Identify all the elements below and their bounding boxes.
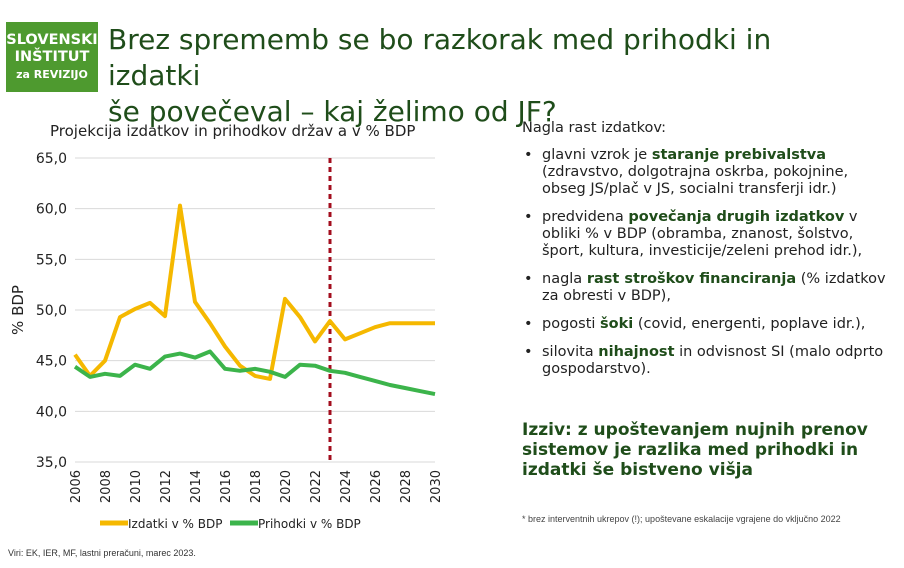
logo-line-3: za REVIZIJO [16, 67, 88, 81]
x-tick-label: 2024 [339, 470, 354, 503]
challenge-text: Izziv: z upoštevanjem nujnih prenov sist… [522, 420, 868, 480]
logo: SLOVENSKI INŠTITUT za REVIZIJO [6, 22, 98, 92]
y-tick-label: 50,0 [36, 303, 67, 319]
sources-note: Viri: EK, IER, MF, lastni preračuni, mar… [8, 548, 196, 558]
item-text: in odvisnost SI (malo odprto gospodarstv… [542, 344, 884, 377]
item-text: (covid, energenti, poplave idr.), [633, 316, 866, 332]
x-tick-label: 2026 [369, 470, 384, 503]
item-emphasis: šoki [600, 316, 634, 332]
x-tick-label: 2022 [309, 470, 324, 503]
item-text: glavni vzrok je [542, 147, 652, 163]
x-tick-label: 2028 [399, 470, 414, 503]
expenses-line [73, 203, 435, 381]
explanation-panel: Nagla rast izdatkov: glavni vzrok je sta… [522, 120, 892, 389]
explanation-item: glavni vzrok je staranje prebivalstva (z… [522, 147, 892, 198]
x-tick-label: 2016 [219, 470, 234, 503]
logo-line-2: INŠTITUT [14, 48, 90, 65]
legend-label: Prihodki v % BDP [258, 517, 361, 531]
y-tick-label: 65,0 [36, 151, 67, 167]
item-emphasis: povečanja drugih izdatkov [628, 209, 845, 225]
item-text: nagla [542, 271, 587, 287]
y-tick-label: 55,0 [36, 252, 67, 268]
x-tick-label: 2020 [279, 470, 294, 503]
x-tick-label: 2012 [159, 470, 174, 503]
y-tick-label: 35,0 [36, 455, 67, 471]
item-emphasis: nihajnost [598, 344, 675, 360]
item-text: pogosti [542, 316, 601, 332]
explanation-list: glavni vzrok je staranje prebivalstva (z… [522, 147, 892, 378]
y-axis-label: % BDP [9, 285, 27, 335]
explanation-item: silovita nihajnost in odvisnost SI (malo… [522, 344, 892, 378]
logo-line-1: SLOVENSKI [6, 31, 98, 48]
item-text: silovita [542, 344, 599, 360]
x-tick-label: 2006 [69, 470, 84, 503]
x-tick-label: 2014 [189, 470, 204, 503]
page-title-line-1: Brez sprememb se bo razkorak med prihodk… [108, 23, 772, 92]
explanation-item: predvidena povečanja drugih izdatkov v o… [522, 209, 892, 260]
item-text: v obliki % v BDP (obramba, znanost, šols… [542, 209, 863, 259]
item-emphasis: staranje prebivalstva [651, 147, 826, 163]
page-title: Brez sprememb se bo razkorak med prihodk… [108, 22, 868, 130]
y-tick-label: 40,0 [36, 404, 67, 420]
x-tick-label: 2030 [429, 470, 444, 503]
item-text: predvidena [542, 209, 629, 225]
page-title-line-2: še povečeval – kaj želimo od JF? [108, 95, 557, 128]
item-text: (% izdatkov za obresti v BDP), [542, 271, 886, 304]
item-text: (zdravstvo, dolgotrajna oskrba, pokojnin… [542, 164, 849, 197]
footnote: * brez interventnih ukrepov (!); upoštev… [522, 514, 841, 524]
line-chart: 65,0 60,0 55,0 50,0 45,0 40,0 35,0 % BDP 2006 200… [9, 151, 444, 531]
x-tick-label: 2008 [99, 470, 114, 503]
revenues-line [73, 349, 436, 397]
x-tick-label: 2010 [129, 470, 144, 503]
y-tick-label: 45,0 [36, 354, 67, 370]
legend-label: Izdatki v % BDP [128, 517, 222, 531]
explanation-item: nagla rast stroškov financiranja (% izda… [522, 271, 892, 305]
chart-title: Projekcija izdatkov in prihodkov držav a… [50, 122, 416, 140]
item-emphasis: rast stroškov financiranja [586, 271, 797, 287]
explanation-item: pogosti šoki (covid, energenti, poplave … [522, 316, 892, 333]
y-tick-label: 60,0 [36, 202, 67, 218]
explanation-heading: Nagla rast izdatkov: [522, 120, 666, 136]
x-tick-label: 2018 [249, 470, 264, 503]
